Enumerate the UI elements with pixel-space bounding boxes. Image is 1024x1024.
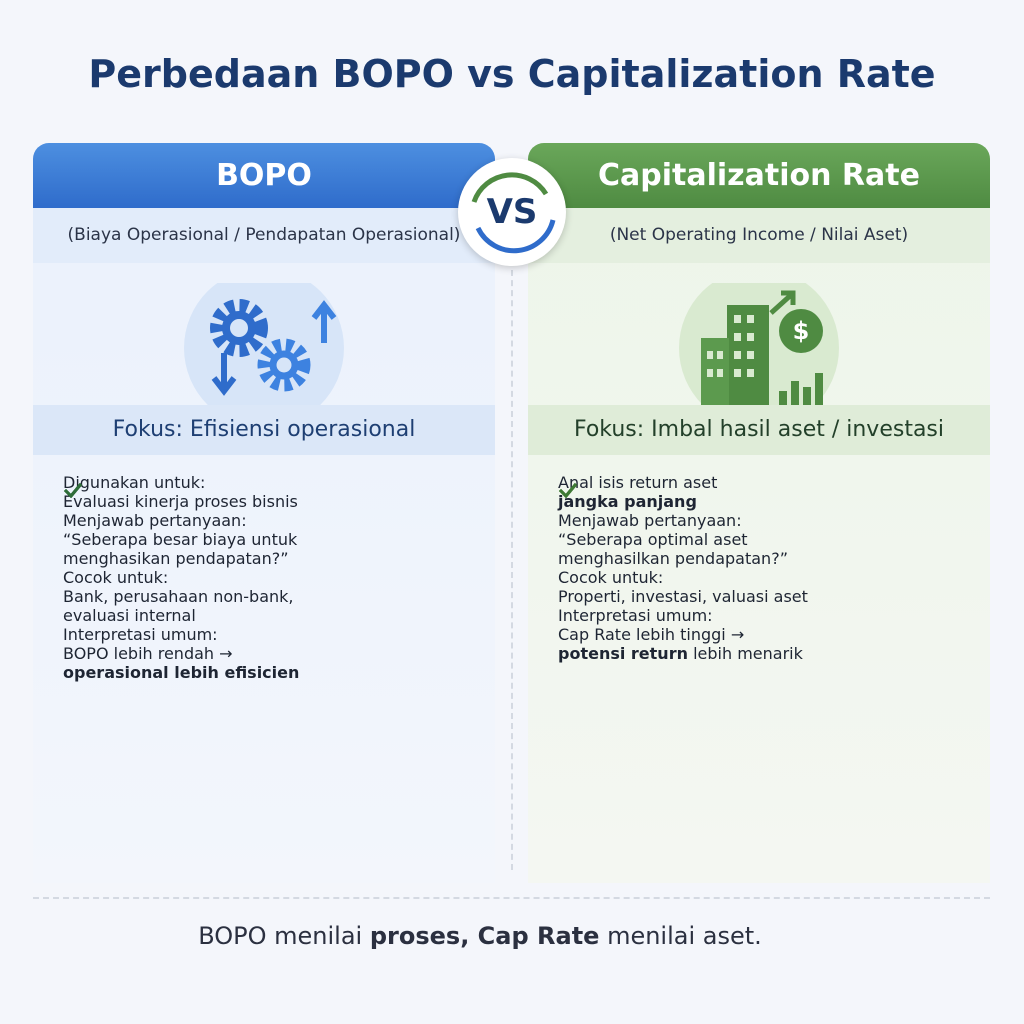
formula: (Net Operating Income / Nilai Aset) [528,208,990,263]
text-segment: Cap Rate lebih tinggi → [558,625,745,644]
item-line: potensi return lebih menarik [558,644,980,663]
item-label: Interpretasi umum: [558,606,713,625]
building-icon: $ [679,283,839,413]
item-line: operasional lebih efisicien [63,663,485,682]
item-list: Digunakan untuk: Evaluasi kinerja proses … [63,473,485,682]
bopo-panel: BOPO (Biaya Operasional / Pendapatan Ope… [33,143,495,883]
item-label: Digunakan untuk: [63,473,206,492]
title: Perbedaan BOPO vs Capitalization Rate [88,52,936,96]
item-line: menghasikan pendapatan?” [63,549,485,568]
item-line: Evaluasi kinerja proses bisnis [63,492,485,511]
text-segment: Bank, perusahaan non-bank, [63,587,294,606]
panel-header: BOPO [33,143,495,208]
list-item: Menjawab pertanyaan: “Seberapa optimal as… [558,483,980,568]
text-segment: potensi return [558,644,688,663]
list-item: Digunakan untuk: Evaluasi kinerja proses … [63,473,485,511]
text-segment: “Seberapa besar biaya untuk [63,530,298,549]
text-segment: BOPO lebih rendah → [63,644,233,663]
item-line: menghasilkan pendapatan?” [558,549,980,568]
text-segment: proses, Cap Rate [369,922,600,950]
svg-text:$: $ [793,317,810,345]
item-line: BOPO lebih rendah → [63,644,485,663]
item-label: Cocok untuk: [63,568,169,587]
text-segment: lebih menarik [687,644,803,663]
item-label: Menjawab pertanyaan: [63,511,247,530]
item-label: Anal isis return aset [558,473,718,492]
text-segment: Properti, investasi, valuasi aset [558,587,808,606]
text-segment: menilai aset. [599,922,762,950]
list-item: Interpretasi umum: BOPO lebih rendah → ope… [63,483,485,682]
text-segment: operasional lebih efisicien [63,663,300,682]
item-line: Cap Rate lebih tinggi → [558,625,980,644]
list-item: Cocok untuk: Properti, investasi, valuasi… [558,483,980,606]
item-list: Anal isis return aset jangka panjang Menja… [558,473,980,663]
list-item: Anal isis return aset jangka panjang [558,473,980,511]
divider [511,270,513,870]
list-item: Cocok untuk: Bank, perusahaan non-bank, ev… [63,483,485,625]
item-label: Interpretasi umum: [63,625,218,644]
cap-rate-panel: Capitalization Rate (Net Operating Incom… [528,143,990,883]
check-icon [63,483,83,498]
text-segment: BOPO menilai [198,922,370,950]
item-line: “Seberapa besar biaya untuk [63,530,485,549]
text-segment: Evaluasi kinerja proses bisnis [63,492,298,511]
text-segment: menghasikan pendapatan?” [63,549,289,568]
vs-badge: VS [458,158,566,266]
list-item: Interpretasi umum: Cap Rate lebih tinggi … [558,483,980,663]
vs-ring [471,172,556,254]
check-icon [558,483,578,498]
item-label: Cocok untuk: [558,568,664,587]
item-line: Properti, investasi, valuasi aset [558,587,980,606]
vs-label: VS [486,192,538,232]
item-line: jangka panjang [558,492,980,511]
panel-header: Capitalization Rate [528,143,990,208]
item-line: Bank, perusahaan non-bank, [63,587,485,606]
focus: Fokus: Imbal hasil aset / investasi [528,405,990,455]
gears-icon [184,283,344,413]
text-segment: menghasilkan pendapatan?” [558,549,788,568]
footer: BOPO menilai proses, Cap Rate menilai as… [0,922,960,950]
formula: (Biaya Operasional / Pendapatan Operasio… [33,208,495,263]
text-segment: “Seberapa optimal aset [558,530,748,549]
item-line: “Seberapa optimal aset [558,530,980,549]
text-segment: jangka panjang [558,492,697,511]
list-item: Menjawab pertanyaan: “Seberapa besar biay… [63,483,485,568]
item-label: Menjawab pertanyaan: [558,511,742,530]
item-line: evaluasi internal [63,606,485,625]
focus: Fokus: Efisiensi operasional [33,405,495,455]
separator [33,897,990,899]
text-segment: evaluasi internal [63,606,196,625]
